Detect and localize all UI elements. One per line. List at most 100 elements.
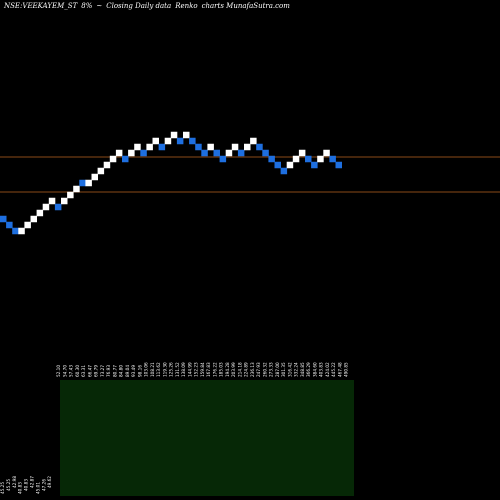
price-label-left: 45.25 (0, 482, 5, 494)
price-label-left: 45.25 (6, 479, 11, 491)
price-label-top: 287.00 (275, 362, 280, 377)
price-label-top: 89.04 (125, 365, 130, 377)
renko-brick-down (262, 149, 269, 157)
renko-brick-down (79, 179, 86, 187)
chart-header: NSE:VEEKAYEM_ST 8% ~ Closing Daily data Renk… (4, 2, 294, 10)
renko-brick-up (207, 143, 214, 151)
renko-brick-down (213, 149, 220, 157)
price-label-top: 63.31 (81, 365, 86, 377)
renko-brick-up (91, 173, 98, 181)
price-label-top: 348.85 (300, 362, 305, 377)
price-label-top: 152.23 (194, 362, 199, 377)
renko-brick-up (36, 209, 44, 217)
renko-brick-down (6, 221, 13, 229)
price-label-top: 273.33 (269, 362, 274, 377)
renko-brick-up (61, 197, 68, 205)
renko-brick-up (103, 161, 111, 169)
renko-brick-down (54, 203, 62, 211)
change-label: 8% (81, 2, 93, 10)
price-label-top: 66.47 (87, 365, 92, 377)
price-label-top: 73.27 (100, 365, 105, 377)
renko-brick-up (317, 155, 324, 163)
price-label-top: 113.62 (156, 362, 161, 377)
price-label-left: 45.01 (35, 482, 40, 494)
price-label-top: 490.85 (344, 362, 349, 377)
renko-brick-down (335, 161, 342, 169)
renko-brick-down (140, 149, 147, 157)
price-label-top: 52.10 (56, 365, 61, 377)
renko-brick-up (170, 131, 178, 139)
price-label-top: 424.02 (325, 362, 330, 377)
renko-brick-down (280, 167, 288, 175)
renko-brick-down (329, 155, 336, 163)
price-label-top: 176.22 (212, 362, 217, 377)
renko-brick-up (128, 149, 135, 157)
price-label-top: 366.29 (306, 362, 311, 377)
renko-brick-down (0, 215, 7, 223)
renko-brick-down (12, 227, 19, 235)
price-label-top: 224.89 (244, 362, 249, 377)
renko-brick-up (225, 149, 233, 157)
renko-brick-up (73, 185, 80, 193)
renko-brick-up (30, 215, 37, 223)
renko-brick-up (292, 155, 300, 163)
renko-bricks (0, 131, 342, 235)
price-label-top: 185.03 (219, 362, 224, 377)
renko-brick-up (250, 137, 257, 145)
price-label-top: 60.30 (75, 365, 80, 377)
price-label-top: 384.60 (312, 362, 317, 377)
price-label-top: 138.09 (181, 362, 186, 377)
renko-brick-up (298, 149, 306, 157)
trend-arrow: ~ (96, 2, 103, 10)
renko-brick-up (97, 167, 105, 175)
price-label-top: 76.93 (106, 365, 111, 377)
price-label-top: 332.24 (294, 362, 299, 377)
price-label-top: 203.99 (231, 362, 236, 377)
renko-brick-down (176, 137, 184, 145)
renko-brick-up (152, 137, 159, 145)
price-label-top: 54.70 (62, 365, 67, 377)
price-label-top: 247.93 (256, 362, 261, 377)
renko-brick-down (189, 137, 196, 145)
price-label-top: 316.42 (287, 362, 292, 377)
renko-brick-down (268, 155, 275, 163)
price-label-top: 467.48 (337, 362, 342, 377)
price-label-top: 445.22 (331, 362, 336, 377)
price-label-top: 108.21 (150, 362, 155, 377)
renko-brick-down (256, 143, 263, 151)
price-label-top: 93.49 (131, 365, 136, 377)
price-label-top: 98.16 (137, 365, 142, 377)
chart-kind-label: Renko (175, 2, 198, 10)
price-label-top: 57.43 (69, 365, 74, 377)
renko-brick-up (286, 161, 294, 169)
renko-brick-down (237, 149, 245, 157)
renko-brick-up (231, 143, 239, 151)
price-label-top: 80.77 (112, 365, 117, 377)
price-label-top: 69.79 (94, 365, 99, 377)
price-label-left: 42.98 (12, 476, 17, 488)
renko-brick-down (158, 143, 166, 151)
price-label-top: 167.83 (206, 362, 211, 377)
renko-brick-up (146, 143, 153, 151)
renko-brick-down (311, 161, 318, 169)
price-label-top: 214.18 (237, 362, 242, 377)
renko-brick-down (195, 143, 202, 151)
renko-brick-up (164, 137, 172, 145)
renko-brick-up (67, 191, 74, 199)
renko-brick-up (244, 143, 251, 151)
renko-brick-up (24, 221, 31, 229)
price-label-top: 260.32 (262, 362, 267, 377)
price-label-left: 40.83 (18, 482, 23, 494)
renko-brick-up (115, 149, 123, 157)
price-label-top: 236.13 (250, 362, 255, 377)
price-labels-top: 52.10 54.70 57.43 60.30 63.31 66.47 69.79 73.27… (56, 362, 349, 377)
price-label-left: 40.83 (24, 479, 29, 491)
price-label-top: 194.28 (225, 362, 230, 377)
level-lines (0, 156, 500, 193)
renko-brick-up (323, 149, 330, 157)
renko-brick-up (42, 203, 50, 211)
price-label-left: 49.62 (47, 476, 52, 488)
renko-brick-up (183, 131, 190, 139)
renko-brick-up (85, 179, 92, 187)
